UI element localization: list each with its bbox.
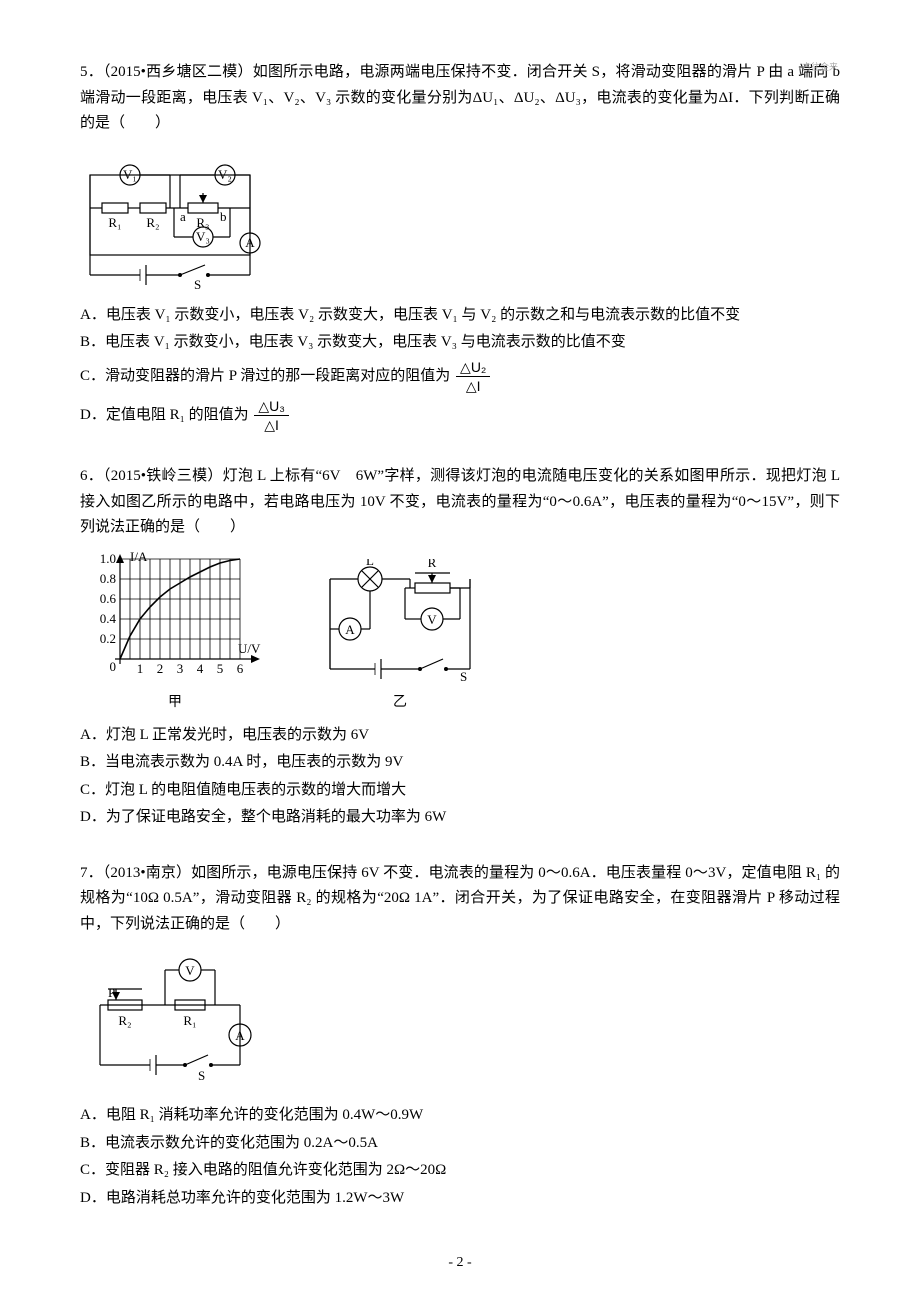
svg-text:4: 4 bbox=[197, 661, 204, 676]
q6-stem: 6．（2015•铁岭三模）灯泡 L 上标有“6V 6W”字样，测得该灯泡的电流随… bbox=[80, 464, 840, 541]
q7-opt-c: C．变阻器 R₂ 接入电路的阻值允许变化范围为 2Ω～20Ω bbox=[80, 1158, 840, 1184]
svg-text:R₂: R₂ bbox=[118, 1013, 131, 1028]
q5-opt-d: D．定值电阻 R₁ 的阻值为 △U₃ △I bbox=[80, 397, 840, 434]
svg-text:0.4: 0.4 bbox=[100, 611, 117, 626]
svg-text:R: R bbox=[428, 559, 437, 570]
svg-text:6: 6 bbox=[237, 661, 244, 676]
svg-text:V₁: V₁ bbox=[123, 167, 137, 182]
svg-text:1.0: 1.0 bbox=[100, 551, 116, 566]
q6-fig-jia: I/A U/V 0.2 0.4 0.6 0.8 1.0 123456 0 甲 bbox=[80, 549, 270, 715]
svg-text:A: A bbox=[245, 235, 255, 250]
svg-text:0.6: 0.6 bbox=[100, 591, 117, 606]
q5-options: A．电压表 V₁ 示数变小，电压表 V₂ 示数变大，电压表 V₁ 与 V₂ 的示… bbox=[80, 303, 840, 435]
svg-text:R₁: R₁ bbox=[108, 215, 121, 230]
q5-stem: 5．（2015•西乡塘区二模）如图所示电路，电源两端电压保持不变．闭合开关 S，… bbox=[80, 60, 840, 137]
svg-text:R₁: R₁ bbox=[183, 1013, 196, 1028]
q6-figures: I/A U/V 0.2 0.4 0.6 0.8 1.0 123456 0 甲 bbox=[80, 549, 840, 715]
question-5: 5．（2015•西乡塘区二模）如图所示电路，电源两端电压保持不变．闭合开关 S，… bbox=[80, 60, 840, 434]
q6-fig-yi: S L R A bbox=[310, 559, 490, 715]
svg-text:U/V: U/V bbox=[238, 641, 261, 656]
q7-opt-b: B．电流表示数允许的变化范围为 0.2A～0.5A bbox=[80, 1131, 840, 1157]
question-6: 6．（2015•铁岭三模）灯泡 L 上标有“6V 6W”字样，测得该灯泡的电流随… bbox=[80, 464, 840, 830]
q5-opt-c: C．滑动变阻器的滑片 P 滑过的那一段距离对应的阻值为 △U₂ △I bbox=[80, 358, 840, 395]
svg-text:3: 3 bbox=[177, 661, 184, 676]
q6-opt-a: A．灯泡 L 正常发光时，电压表的示数为 6V bbox=[80, 723, 840, 749]
svg-text:S: S bbox=[194, 277, 201, 292]
frac-num: △U₂ bbox=[456, 358, 490, 377]
q7-options: A．电阻 R₁ 消耗功率允许的变化范围为 0.4W～0.9W B．电流表示数允许… bbox=[80, 1103, 840, 1211]
q6-opt-c: C．灯泡 L 的电阻值随电压表的示数的增大而增大 bbox=[80, 778, 840, 804]
q5-optc-frac: △U₂ △I bbox=[456, 358, 490, 395]
svg-text:S: S bbox=[198, 1068, 205, 1083]
svg-text:V: V bbox=[427, 612, 437, 627]
frac-num: △U₃ bbox=[254, 397, 289, 416]
svg-text:a: a bbox=[180, 209, 186, 224]
page-number: - 2 - bbox=[80, 1251, 840, 1275]
svg-text:1: 1 bbox=[137, 661, 144, 676]
svg-text:5: 5 bbox=[217, 661, 224, 676]
q6-opt-b: B．当电流表示数为 0.4A 时，电压表的示数为 9V bbox=[80, 750, 840, 776]
q7-figure: S P R₂ R₁ V A bbox=[80, 945, 840, 1095]
question-7: 7．（2013•南京）如图所示，电源电压保持 6V 不变．电流表的量程为 0～0… bbox=[80, 861, 840, 1212]
q6-opt-d: D．为了保证电路安全，整个电路消耗的最大功率为 6W bbox=[80, 805, 840, 831]
q7-stem: 7．（2013•南京）如图所示，电源电压保持 6V 不变．电流表的量程为 0～0… bbox=[80, 861, 840, 938]
svg-text:V₂: V₂ bbox=[218, 167, 232, 182]
svg-text:R₂: R₂ bbox=[146, 215, 159, 230]
svg-text:V₃: V₃ bbox=[196, 229, 210, 244]
svg-text:S: S bbox=[460, 669, 467, 684]
q7-opt-d: D．电路消耗总功率允许的变化范围为 1.2W～3W bbox=[80, 1186, 840, 1212]
q6-caption-yi: 乙 bbox=[310, 691, 490, 715]
frac-den: △I bbox=[254, 416, 289, 434]
svg-text:2: 2 bbox=[157, 661, 164, 676]
q6-caption-jia: 甲 bbox=[80, 691, 270, 715]
q7-opt-a: A．电阻 R₁ 消耗功率允许的变化范围为 0.4W～0.9W bbox=[80, 1103, 840, 1129]
q5-optd-frac: △U₃ △I bbox=[254, 397, 289, 434]
svg-text:P: P bbox=[108, 985, 115, 1000]
q5-opt-b: B．电压表 V₁ 示数变小，电压表 V₃ 示数变大，电压表 V₃ 与电流表示数的… bbox=[80, 330, 840, 356]
svg-text:0.2: 0.2 bbox=[100, 631, 116, 646]
q5-figure: V₁ V₂ R₁ R₂ a b R₃ bbox=[80, 145, 840, 295]
svg-text:I/A: I/A bbox=[130, 549, 148, 564]
svg-text:b: b bbox=[220, 209, 227, 224]
svg-text:L: L bbox=[366, 559, 374, 568]
frac-den: △I bbox=[456, 377, 490, 395]
q5-optc-text: C．滑动变阻器的滑片 P 滑过的那一段距离对应的阻值为 bbox=[80, 368, 450, 384]
svg-text:0: 0 bbox=[110, 659, 117, 674]
q5-optd-text: D．定值电阻 R₁ 的阻值为 bbox=[80, 407, 249, 423]
q6-options: A．灯泡 L 正常发光时，电压表的示数为 6V B．当电流表示数为 0.4A 时… bbox=[80, 723, 840, 831]
svg-text:A: A bbox=[235, 1028, 245, 1043]
watermark: 古往金来 bbox=[802, 60, 838, 75]
svg-text:V: V bbox=[185, 963, 195, 978]
svg-text:A: A bbox=[345, 622, 355, 637]
q5-opt-a: A．电压表 V₁ 示数变小，电压表 V₂ 示数变大，电压表 V₁ 与 V₂ 的示… bbox=[80, 303, 840, 329]
svg-text:0.8: 0.8 bbox=[100, 571, 116, 586]
